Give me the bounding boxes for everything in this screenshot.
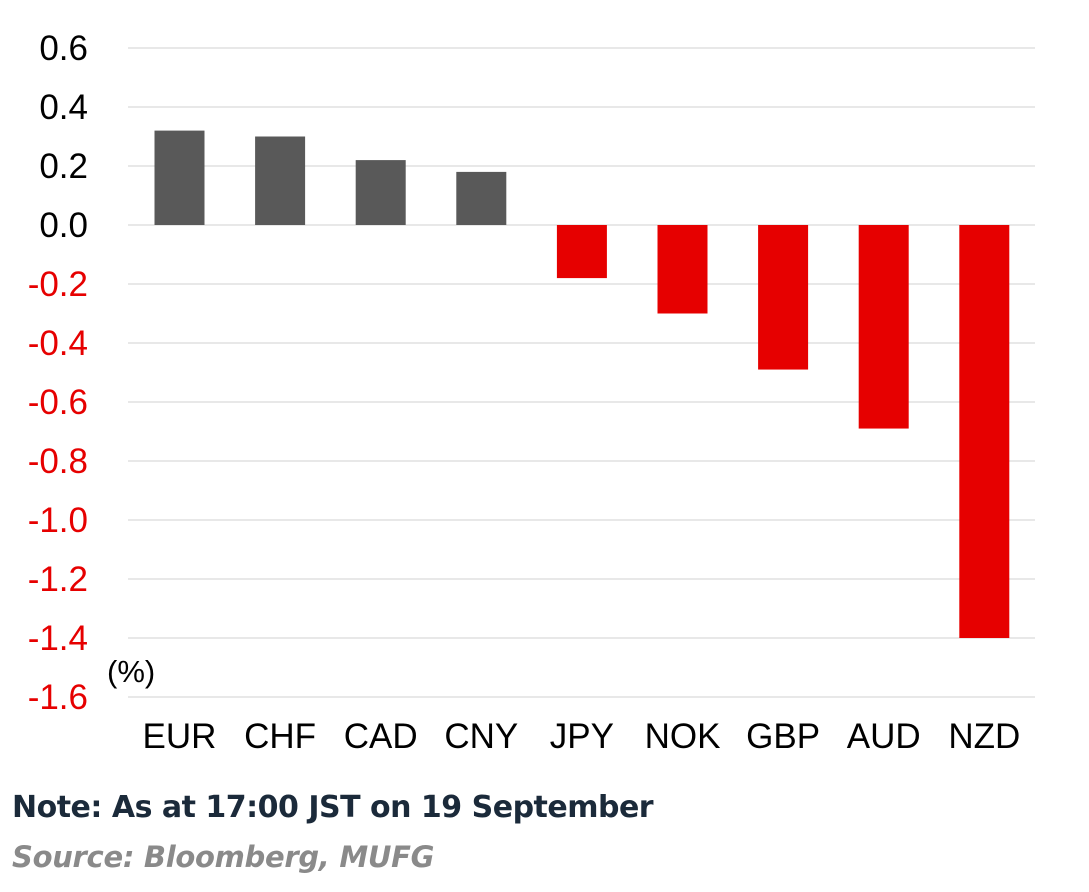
bar-chf — [255, 136, 306, 225]
y-tick-label: -0.2 — [28, 265, 88, 304]
bars — [154, 130, 1010, 638]
bar-jpy — [556, 225, 607, 279]
x-tick-label: GBP — [746, 717, 820, 756]
y-tick-label: -1.0 — [28, 501, 88, 540]
bar-aud — [858, 225, 909, 429]
x-tick-label: NOK — [645, 717, 721, 756]
y-tick-label: -1.4 — [28, 619, 88, 658]
y-tick-label: -0.6 — [28, 383, 88, 422]
chart-source: Source: Bloomberg, MUFG — [12, 840, 435, 874]
y-tick-label: 0.6 — [39, 29, 88, 68]
y-tick-label: 0.4 — [39, 88, 88, 127]
y-tick-label: -0.4 — [28, 324, 88, 363]
y-tick-label: -1.2 — [28, 560, 88, 599]
x-tick-label: NZD — [948, 717, 1020, 756]
chart-note: Note: As at 17:00 JST on 19 September — [12, 790, 654, 825]
bar-eur — [154, 130, 205, 225]
y-tick-label: 0.2 — [39, 147, 88, 186]
bar-cad — [355, 160, 406, 225]
x-tick-label: EUR — [143, 717, 217, 756]
x-tick-label: CNY — [444, 717, 518, 756]
x-axis-tick-labels: EUR CHF CAD CNY JPY NOK GBP AUD NZD — [143, 717, 1021, 756]
bar-cny — [456, 171, 507, 225]
bar-nok — [657, 225, 708, 314]
x-tick-label: CHF — [244, 717, 316, 756]
x-tick-label: AUD — [847, 717, 921, 756]
unit-label: (%) — [107, 654, 155, 689]
x-tick-label: JPY — [550, 717, 614, 756]
y-tick-label: 0.0 — [39, 206, 88, 245]
x-tick-label: CAD — [344, 717, 418, 756]
y-tick-label: -0.8 — [28, 442, 88, 481]
bar-chart: 0.6 0.4 0.2 0.0 -0.2 -0.4 -0.6 -0.8 -1.0 -1.2 -1.4… — [28, 29, 1035, 756]
y-axis-tick-labels: 0.6 0.4 0.2 0.0 -0.2 -0.4 -0.6 -0.8 -1.0 -1.2 -1.4… — [28, 29, 88, 717]
y-tick-label: -1.6 — [28, 678, 88, 717]
bar-gbp — [758, 225, 809, 370]
bar-nzd — [959, 225, 1010, 638]
